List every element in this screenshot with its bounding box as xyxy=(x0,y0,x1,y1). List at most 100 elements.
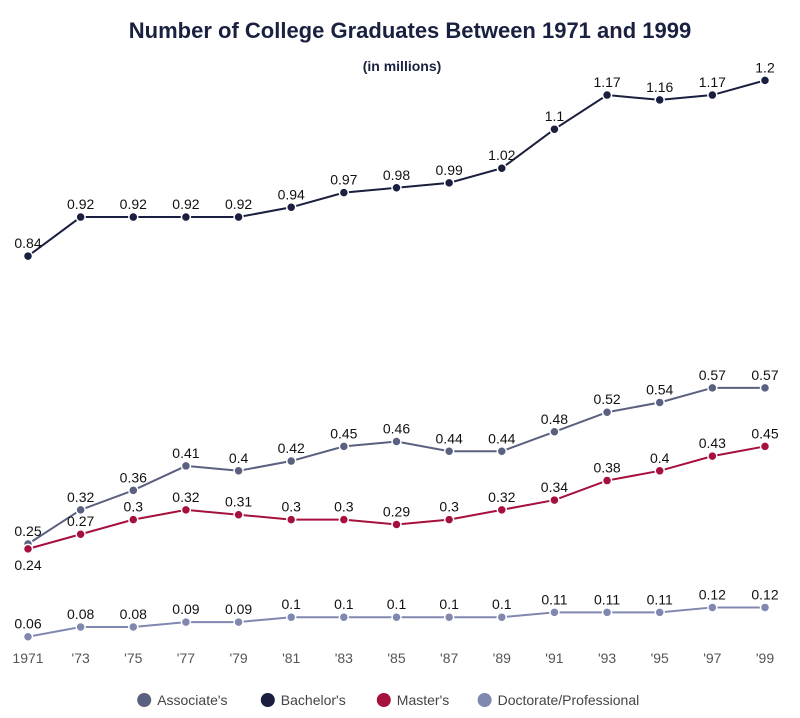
data-point-master-s-1[interactable] xyxy=(75,528,86,540)
data-point-bachelor-s-13[interactable] xyxy=(707,89,718,101)
data-point-associate-s-14[interactable] xyxy=(759,382,771,394)
data-point-doctorate-professional-2[interactable] xyxy=(128,621,139,633)
data-label-bachelor-s-5: 0.94 xyxy=(278,186,305,202)
data-point-doctorate-professional-9[interactable] xyxy=(496,611,508,623)
data-point-master-s-8[interactable] xyxy=(443,514,455,525)
legend-item-doctorate-professional[interactable]: Doctorate/Professional xyxy=(477,692,640,708)
legend-label-associate-s: Associate's xyxy=(157,692,227,708)
data-label-master-s-2: 0.3 xyxy=(124,499,144,515)
data-point-associate-s-9[interactable] xyxy=(496,446,508,457)
data-point-associate-s-8[interactable] xyxy=(443,446,455,457)
data-label-doctorate-professional-14: 0.12 xyxy=(751,586,778,602)
data-point-master-s-0[interactable] xyxy=(22,543,34,555)
data-point-bachelor-s-3[interactable] xyxy=(180,211,192,223)
x-tick-label-6: '83 xyxy=(335,650,353,666)
data-point-doctorate-professional-4[interactable] xyxy=(233,616,244,628)
data-label-master-s-4: 0.31 xyxy=(225,494,252,510)
data-point-master-s-11[interactable] xyxy=(601,475,613,486)
data-label-master-s-13: 0.43 xyxy=(699,435,726,451)
data-point-bachelor-s-9[interactable] xyxy=(496,162,508,174)
legend-item-bachelor-s[interactable]: Bachelor's xyxy=(260,692,346,708)
data-point-associate-s-7[interactable] xyxy=(391,436,402,447)
data-label-associate-s-8: 0.44 xyxy=(436,430,463,446)
data-point-doctorate-professional-6[interactable] xyxy=(338,611,350,623)
data-label-associate-s-12: 0.54 xyxy=(646,381,673,397)
data-label-doctorate-professional-7: 0.1 xyxy=(387,596,407,612)
data-point-bachelor-s-1[interactable] xyxy=(75,211,86,223)
data-point-bachelor-s-7[interactable] xyxy=(391,182,402,194)
data-point-master-s-3[interactable] xyxy=(180,504,192,516)
data-point-associate-s-5[interactable] xyxy=(285,455,297,467)
data-point-bachelor-s-2[interactable] xyxy=(128,211,139,223)
data-point-associate-s-3[interactable] xyxy=(180,460,192,472)
data-label-master-s-3: 0.32 xyxy=(172,489,199,505)
data-point-associate-s-12[interactable] xyxy=(654,397,665,408)
data-point-master-s-5[interactable] xyxy=(285,514,297,525)
data-point-master-s-4[interactable] xyxy=(233,509,244,520)
series-doctorate-professional: 0.06 0.08 0.08 0.09 0.09 0.1 0.1 0.1 0.1 0.1 0.11 0… xyxy=(14,586,779,642)
data-label-bachelor-s-6: 0.97 xyxy=(330,172,357,188)
legend-item-associate-s[interactable]: Associate's xyxy=(137,692,228,708)
data-label-doctorate-professional-11: 0.11 xyxy=(594,591,620,607)
legend-label-doctorate-professional: Doctorate/Professional xyxy=(498,692,640,708)
data-point-doctorate-professional-12[interactable] xyxy=(654,607,665,618)
data-point-doctorate-professional-13[interactable] xyxy=(707,602,718,613)
data-label-bachelor-s-2: 0.92 xyxy=(120,196,147,212)
data-label-master-s-12: 0.4 xyxy=(650,450,670,466)
data-label-master-s-0: 0.24 xyxy=(14,557,41,573)
data-label-bachelor-s-8: 0.99 xyxy=(436,162,463,178)
data-point-bachelor-s-10[interactable] xyxy=(549,123,560,135)
data-point-master-s-9[interactable] xyxy=(496,504,508,516)
data-label-associate-s-3: 0.41 xyxy=(172,445,199,461)
data-point-bachelor-s-4[interactable] xyxy=(233,211,244,223)
data-point-associate-s-1[interactable] xyxy=(75,504,86,516)
data-point-bachelor-s-12[interactable] xyxy=(654,94,665,106)
data-point-associate-s-2[interactable] xyxy=(128,485,139,496)
data-point-bachelor-s-5[interactable] xyxy=(285,202,297,213)
data-point-master-s-6[interactable] xyxy=(338,514,350,525)
data-point-doctorate-professional-3[interactable] xyxy=(180,616,192,628)
data-point-master-s-12[interactable] xyxy=(654,465,665,477)
data-point-master-s-14[interactable] xyxy=(759,441,771,452)
data-point-bachelor-s-8[interactable] xyxy=(443,177,455,189)
x-tick-label-7: '85 xyxy=(387,650,405,666)
data-point-master-s-10[interactable] xyxy=(549,494,560,506)
data-label-doctorate-professional-2: 0.08 xyxy=(120,606,147,622)
x-axis: 1971 '73 '75 '77 '79 '81 '83 '85 '87 '89 '91 '93 '95… xyxy=(12,650,774,666)
data-point-doctorate-professional-10[interactable] xyxy=(549,607,560,618)
data-point-bachelor-s-0[interactable] xyxy=(22,250,34,262)
data-point-bachelor-s-11[interactable] xyxy=(601,89,613,101)
data-label-bachelor-s-7: 0.98 xyxy=(383,167,410,183)
data-point-bachelor-s-14[interactable] xyxy=(759,75,771,86)
data-label-doctorate-professional-5: 0.1 xyxy=(281,596,301,612)
data-point-master-s-13[interactable] xyxy=(707,450,718,462)
data-point-doctorate-professional-0[interactable] xyxy=(22,631,34,642)
data-label-bachelor-s-10: 1.1 xyxy=(545,108,565,124)
data-point-doctorate-professional-8[interactable] xyxy=(443,611,455,623)
data-label-master-s-14: 0.45 xyxy=(751,425,778,441)
data-label-bachelor-s-4: 0.92 xyxy=(225,196,252,212)
data-point-associate-s-4[interactable] xyxy=(233,465,244,477)
data-label-associate-s-2: 0.36 xyxy=(120,469,147,485)
data-point-doctorate-professional-1[interactable] xyxy=(75,621,86,633)
chart-subtitle: (in millions) xyxy=(363,58,442,74)
data-point-associate-s-10[interactable] xyxy=(549,426,560,438)
data-point-associate-s-13[interactable] xyxy=(707,382,718,394)
data-point-doctorate-professional-14[interactable] xyxy=(759,602,771,613)
data-point-associate-s-11[interactable] xyxy=(601,406,613,418)
data-label-associate-s-4: 0.4 xyxy=(229,450,249,466)
data-label-master-s-11: 0.38 xyxy=(593,460,620,476)
legend[interactable]: Associate's Bachelor's Master's Doctorate/P… xyxy=(137,692,639,708)
data-label-bachelor-s-14: 1.2 xyxy=(755,59,775,75)
x-tick-label-2: '75 xyxy=(124,650,142,666)
legend-item-master-s[interactable]: Master's xyxy=(376,692,449,708)
data-point-associate-s-6[interactable] xyxy=(338,441,350,452)
data-point-doctorate-professional-5[interactable] xyxy=(285,611,297,623)
data-point-bachelor-s-6[interactable] xyxy=(338,187,350,198)
x-tick-label-11: '93 xyxy=(598,650,616,666)
data-point-master-s-2[interactable] xyxy=(128,514,139,525)
data-point-master-s-7[interactable] xyxy=(391,519,402,530)
data-point-doctorate-professional-7[interactable] xyxy=(391,611,402,623)
data-point-doctorate-professional-11[interactable] xyxy=(601,607,613,618)
